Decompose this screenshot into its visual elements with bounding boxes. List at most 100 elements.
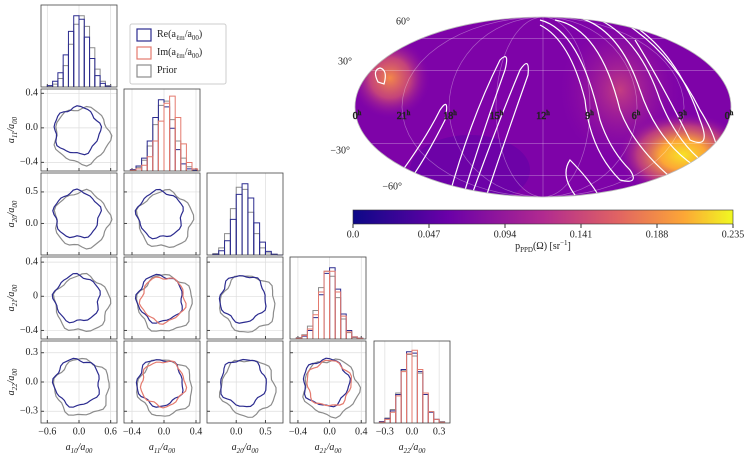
histogram-bin	[416, 369, 424, 423]
histogram-bin	[389, 408, 397, 423]
credible-contour	[220, 358, 267, 408]
histogram-bin	[99, 80, 106, 87]
credible-contour	[134, 188, 184, 240]
x-tick-label: 0.5	[259, 426, 272, 437]
histogram-bin	[146, 145, 154, 171]
longitude-label: 12h​	[536, 109, 550, 123]
histogram-bin	[395, 393, 402, 423]
histogram-bin	[191, 168, 199, 171]
histogram-bin	[229, 218, 237, 255]
credible-contour	[302, 358, 362, 419]
corner-plot: 0.4 0.0 −0.4 0.5 0.0 0.4 0 −0.4 −0.6 0.0 0.6 0.3 0.0…	[6, 4, 451, 455]
graticule-line	[401, 17, 544, 197]
y-tick-label: −0.3	[20, 406, 38, 417]
longitude-label: 3h​	[678, 109, 687, 123]
x-tick-label: 0.4	[355, 426, 368, 437]
histogram-bin	[141, 164, 148, 171]
histogram-bin	[422, 393, 429, 423]
x-axis-label: a11​/a00​	[149, 442, 176, 454]
histogram-bin	[73, 15, 80, 87]
colorbar	[352, 209, 734, 225]
histogram-bin	[427, 411, 435, 423]
histogram-bin	[247, 211, 255, 255]
panel-frame	[373, 340, 451, 424]
legend-box	[129, 23, 227, 85]
histogram-bin	[78, 18, 85, 87]
x-tick-label: −0.6	[38, 426, 56, 437]
histogram-bin	[157, 99, 165, 171]
credible-contour	[138, 276, 187, 325]
x-tick-label: 0.3	[433, 426, 446, 437]
histogram-bin	[253, 222, 261, 255]
graticule-line	[542, 17, 638, 197]
graticule-line	[448, 17, 544, 197]
histogram-bin	[235, 193, 243, 255]
credible-contour	[135, 359, 184, 408]
sky-map: 60° 30° −30° −60° 0h​ 21h​ 18h​ 15h​ 12h​ 9h​ 6h​ 3…	[330, 16, 745, 254]
histogram-bin	[57, 77, 64, 87]
panel-frame	[206, 256, 284, 340]
colorbar-tick-label: 0.047	[418, 229, 441, 240]
histogram-bin	[340, 315, 347, 339]
histogram-bin	[83, 36, 91, 87]
colorbar-label: pPPD​(Ω) [sr−1​]	[515, 239, 571, 254]
histogram-bin	[152, 117, 159, 171]
histogram-bin	[329, 267, 336, 339]
histogram-bin	[334, 288, 342, 339]
credible-contour	[219, 275, 276, 333]
y-axis-label: a11​/a00​	[6, 116, 18, 143]
histogram-bin	[259, 247, 266, 255]
histogram-bin	[406, 354, 413, 423]
sky-density	[355, 17, 731, 197]
longitude-label: 15h​	[490, 109, 504, 123]
x-tick-label: 0.0	[323, 426, 336, 437]
histogram-bin	[94, 68, 101, 87]
histogram-bin	[411, 352, 418, 423]
histogram-bin	[180, 163, 187, 171]
histogram-bin	[235, 186, 243, 255]
histogram-bin	[433, 418, 440, 423]
panel-frame	[40, 172, 118, 256]
x-tick-label: 0.0	[230, 426, 243, 437]
histogram-bin	[345, 331, 353, 339]
histogram-bin	[433, 418, 440, 423]
histogram-bin	[318, 287, 325, 339]
histogram-bin	[340, 313, 347, 339]
y-axis-label: a21​/a00​	[6, 284, 18, 311]
histogram-bin	[416, 372, 424, 423]
histogram-bin	[94, 75, 101, 87]
histogram-bin	[427, 411, 435, 423]
histogram-bin	[253, 233, 261, 255]
x-tick-label: 0.6	[104, 426, 117, 437]
histogram-bin	[163, 102, 171, 171]
histogram-bin	[395, 392, 402, 423]
graticule-line	[542, 17, 685, 197]
x-tick-label: −0.3	[376, 426, 394, 437]
y-tick-label: 0.0	[26, 122, 39, 133]
histogram-bin	[52, 83, 59, 87]
histogram-bin	[427, 411, 435, 423]
sky-border	[354, 16, 732, 198]
legend-swatch	[136, 64, 152, 78]
credible-contour	[52, 188, 103, 239]
y-tick-label: 0.4	[26, 256, 39, 267]
histogram-bin	[185, 161, 193, 171]
latitude-label: −30°	[330, 145, 350, 156]
x-axis-label: a22​/a00​	[399, 442, 426, 454]
histogram-bin	[169, 119, 176, 171]
credible-contour	[139, 360, 188, 409]
histogram-bin	[99, 82, 106, 87]
colorbar-tick-label: 0.0	[347, 229, 360, 240]
y-tick-label: 0.3	[26, 347, 39, 358]
histogram-bin	[163, 106, 171, 171]
y-tick-label: 0.0	[26, 218, 39, 229]
credible-contour	[306, 359, 353, 407]
histogram-bin	[312, 317, 319, 339]
longitude-label: 0h​	[725, 109, 734, 123]
histogram-bin	[247, 197, 255, 255]
histogram-bin	[400, 369, 408, 423]
legend: Re(aℓm​/a00​) Im(aℓm​/a00​) Prior	[129, 23, 227, 85]
colorbar-tick-label: 0.235	[722, 229, 745, 240]
panel-frame	[289, 340, 367, 424]
longitude-label: 6h​	[632, 109, 641, 123]
